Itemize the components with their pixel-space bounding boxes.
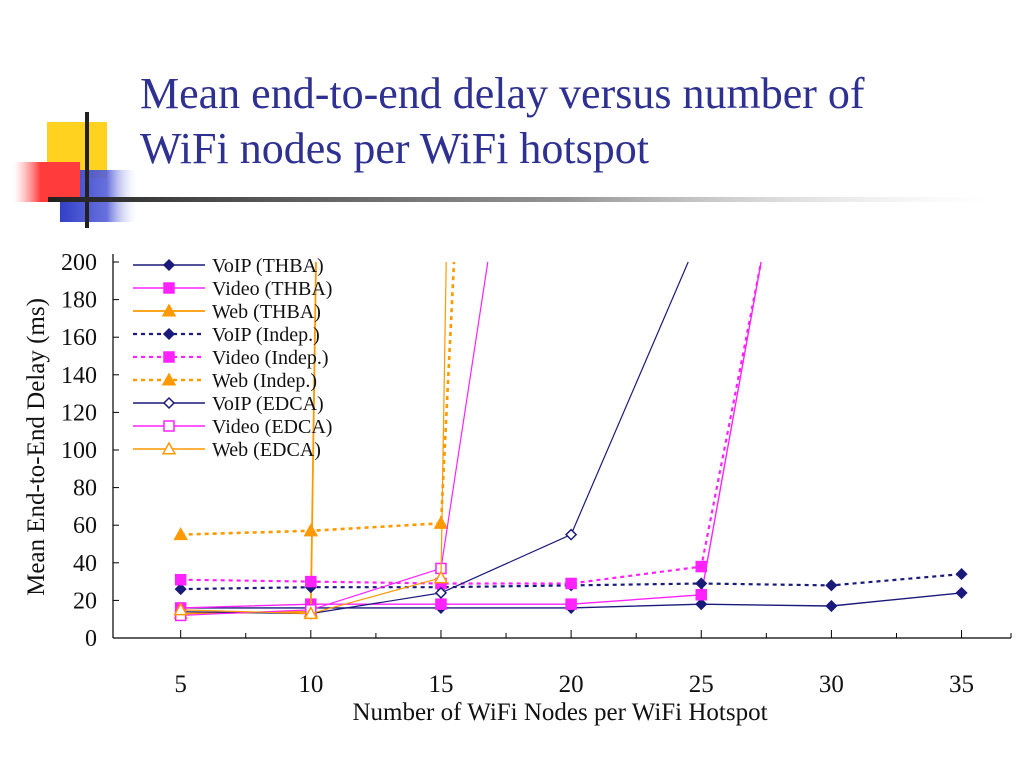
legend-label: VoIP (EDCA) xyxy=(212,393,324,415)
y-tick-label: 200 xyxy=(61,250,97,276)
legend-label: VoIP (Indep.) xyxy=(212,324,320,346)
series-web-indep xyxy=(173,261,456,541)
y-tick-label: 160 xyxy=(61,325,97,351)
series-line xyxy=(180,261,447,615)
legend-marker xyxy=(162,258,176,272)
data-point-marker xyxy=(174,583,187,596)
x-tick-label: 20 xyxy=(559,671,584,698)
y-tick-label: 180 xyxy=(61,288,97,314)
legend-label: Web (EDCA) xyxy=(212,439,321,461)
legend-entry: VoIP (EDCA) xyxy=(133,393,324,415)
x-tick-label: 15 xyxy=(428,671,453,698)
x-tick-label: 5 xyxy=(174,671,187,698)
data-point-marker xyxy=(695,560,708,573)
y-tick-label: 80 xyxy=(73,476,97,502)
legend-entry: Web (THBA) xyxy=(133,301,321,323)
series-line xyxy=(180,261,456,536)
axes: 5 10 15 20 25 30 35 0 20 40 60 80 100 120 140 160 180 200 xyxy=(61,250,1012,698)
x-tick-label: 25 xyxy=(689,671,714,698)
legend-label: Video (THBA) xyxy=(212,278,332,300)
legend-label: VoIP (THBA) xyxy=(212,255,324,277)
x-tick-label: 35 xyxy=(949,671,974,698)
y-axis-label: Mean End-to-End Delay (ms) xyxy=(23,298,50,596)
legend-marker xyxy=(162,327,176,341)
x-tick-label: 30 xyxy=(819,671,844,698)
data-point-marker xyxy=(955,586,968,599)
legend-entry: Video (THBA) xyxy=(133,278,332,300)
y-tick-label: 60 xyxy=(73,513,97,539)
data-point-marker xyxy=(173,602,188,616)
series-line xyxy=(180,261,762,609)
y-tick-label: 100 xyxy=(61,438,97,464)
data-point-marker xyxy=(303,606,319,620)
data-point-marker xyxy=(434,586,448,599)
legend-label: Web (THBA) xyxy=(212,301,321,323)
series-line xyxy=(180,261,489,616)
y-tick-label: 0 xyxy=(85,626,97,652)
legend-marker xyxy=(161,372,177,386)
data-point-marker xyxy=(825,579,838,592)
legend-entry: Video (EDCA) xyxy=(133,416,332,438)
legend-entry: Web (EDCA) xyxy=(133,439,321,461)
data-point-marker xyxy=(303,523,319,537)
legend-label: Web (Indep.) xyxy=(212,370,317,392)
y-tick-label: 120 xyxy=(61,400,97,426)
y-tick-label: 140 xyxy=(61,363,97,389)
data-point-marker xyxy=(695,577,708,590)
data-point-marker xyxy=(433,515,449,529)
data-point-marker xyxy=(565,598,577,610)
data-point-marker xyxy=(825,599,838,613)
data-point-marker xyxy=(955,568,968,581)
chart-legend: VoIP (THBA)Video (THBA)Web (THBA)VoIP (I… xyxy=(133,255,332,461)
slide-title-line-2: WiFi nodes per WiFi hotspot xyxy=(140,124,649,173)
legend-marker xyxy=(163,282,175,294)
legend-entry: Video (Indep.) xyxy=(133,347,329,369)
data-point-marker xyxy=(695,598,708,611)
data-point-marker xyxy=(173,527,188,541)
slide-title: Mean end-to-end delay versus number of W… xyxy=(140,66,1010,176)
legend-marker xyxy=(163,351,175,363)
legend-entry: VoIP (Indep.) xyxy=(133,324,320,346)
legend-marker xyxy=(161,441,177,455)
legend-label: Video (EDCA) xyxy=(212,416,332,438)
data-point-marker xyxy=(305,575,317,588)
legend-marker xyxy=(161,303,177,317)
data-point-marker xyxy=(433,570,449,584)
legend-marker xyxy=(163,420,175,432)
legend-entry: Web (Indep.) xyxy=(133,370,317,392)
data-point-marker xyxy=(174,573,187,586)
x-tick-label: 10 xyxy=(298,671,323,698)
series-layer xyxy=(173,261,968,622)
y-tick-label: 20 xyxy=(73,588,97,614)
slide-title-line-1: Mean end-to-end delay versus number of xyxy=(140,69,865,118)
data-point-marker xyxy=(565,577,577,590)
legend-label: Video (Indep.) xyxy=(212,347,329,369)
x-axis-label: Number of WiFi Nodes per WiFi Hotspot xyxy=(352,699,767,726)
series-web-edca xyxy=(173,261,449,620)
data-point-marker xyxy=(695,589,708,601)
legend-marker xyxy=(162,396,176,410)
data-point-marker xyxy=(435,598,447,610)
legend-entry: VoIP (THBA) xyxy=(133,255,324,277)
data-point-marker xyxy=(565,528,578,541)
y-tick-label: 40 xyxy=(73,551,97,577)
